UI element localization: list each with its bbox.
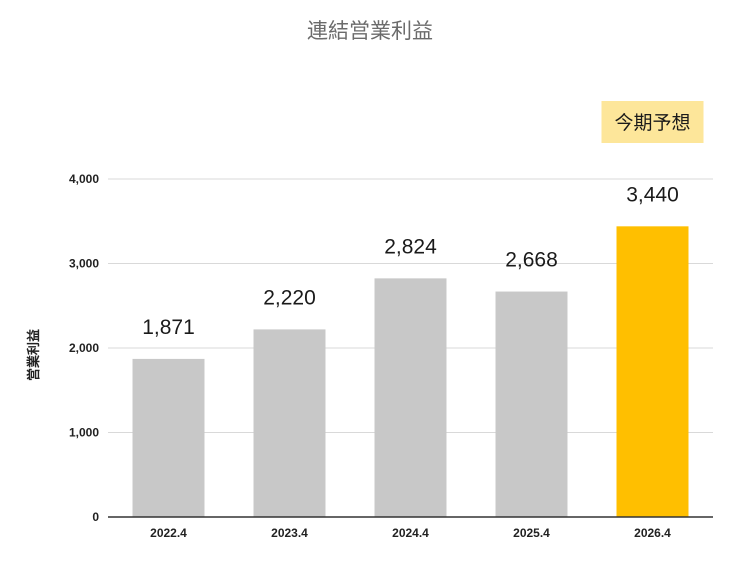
data-labels: 1,871 2,220 2,824 2,668 3,440 [142, 183, 679, 339]
y-tick-label: 3,000 [69, 257, 99, 271]
chart-title: 連結営業利益 [307, 19, 433, 43]
forecast-annotation-label: 今期予想 [614, 112, 690, 134]
bar [495, 291, 568, 517]
data-label: 2,668 [505, 249, 558, 272]
y-axis-label: 営業利益 [26, 329, 42, 381]
x-tick-label: 2023.4 [271, 526, 308, 540]
forecast-annotation-box [601, 101, 704, 143]
data-label: 1,871 [142, 316, 195, 339]
y-tick-label: 4,000 [69, 172, 99, 186]
bar-forecast [616, 226, 689, 517]
y-tick-label: 1,000 [69, 426, 99, 440]
data-label: 2,220 [263, 286, 316, 309]
y-tick-label: 0 [92, 510, 99, 524]
x-tick-label: 2026.4 [634, 526, 671, 540]
bars [132, 226, 689, 517]
bar [253, 329, 326, 517]
x-tick-labels: 2022.4 2023.4 2024.4 2025.4 2026.4 [150, 526, 671, 540]
forecast-annotation: 今期予想 [601, 101, 704, 143]
bar [374, 278, 447, 517]
x-tick-label: 2022.4 [150, 526, 187, 540]
y-tick-labels: 0 1,000 2,000 3,000 4,000 [69, 172, 99, 524]
y-tick-label: 2,000 [69, 341, 99, 355]
x-tick-label: 2024.4 [392, 526, 429, 540]
data-label: 3,440 [626, 183, 679, 206]
bar [132, 358, 205, 517]
x-tick-label: 2025.4 [513, 526, 550, 540]
data-label: 2,824 [384, 235, 437, 258]
